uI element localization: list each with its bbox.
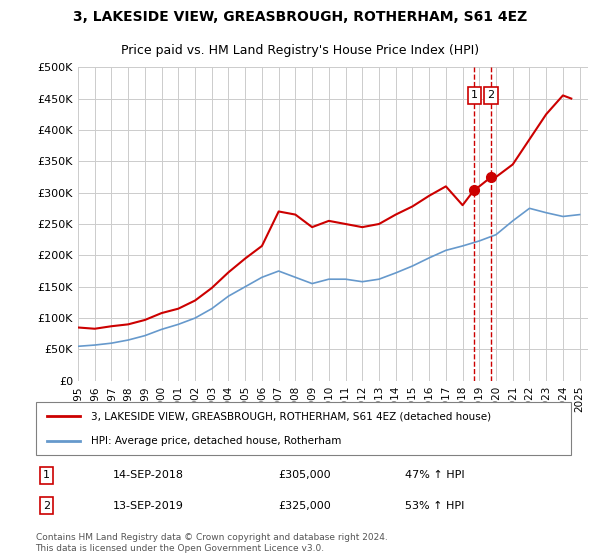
Text: £305,000: £305,000 bbox=[278, 470, 331, 480]
Text: Contains HM Land Registry data © Crown copyright and database right 2024.
This d: Contains HM Land Registry data © Crown c… bbox=[35, 533, 387, 553]
Text: £325,000: £325,000 bbox=[278, 501, 331, 511]
Text: HPI: Average price, detached house, Rotherham: HPI: Average price, detached house, Roth… bbox=[91, 436, 341, 446]
Text: 47% ↑ HPI: 47% ↑ HPI bbox=[406, 470, 465, 480]
Text: 2: 2 bbox=[43, 501, 50, 511]
Text: 53% ↑ HPI: 53% ↑ HPI bbox=[406, 501, 465, 511]
Text: 3, LAKESIDE VIEW, GREASBROUGH, ROTHERHAM, S61 4EZ (detached house): 3, LAKESIDE VIEW, GREASBROUGH, ROTHERHAM… bbox=[91, 411, 491, 421]
Text: 1: 1 bbox=[43, 470, 50, 480]
FancyBboxPatch shape bbox=[35, 402, 571, 455]
Text: 14-SEP-2018: 14-SEP-2018 bbox=[113, 470, 184, 480]
Text: 1: 1 bbox=[471, 90, 478, 100]
Text: 3, LAKESIDE VIEW, GREASBROUGH, ROTHERHAM, S61 4EZ: 3, LAKESIDE VIEW, GREASBROUGH, ROTHERHAM… bbox=[73, 10, 527, 24]
Text: 13-SEP-2019: 13-SEP-2019 bbox=[113, 501, 184, 511]
Text: 2: 2 bbox=[488, 90, 495, 100]
Text: Price paid vs. HM Land Registry's House Price Index (HPI): Price paid vs. HM Land Registry's House … bbox=[121, 44, 479, 57]
